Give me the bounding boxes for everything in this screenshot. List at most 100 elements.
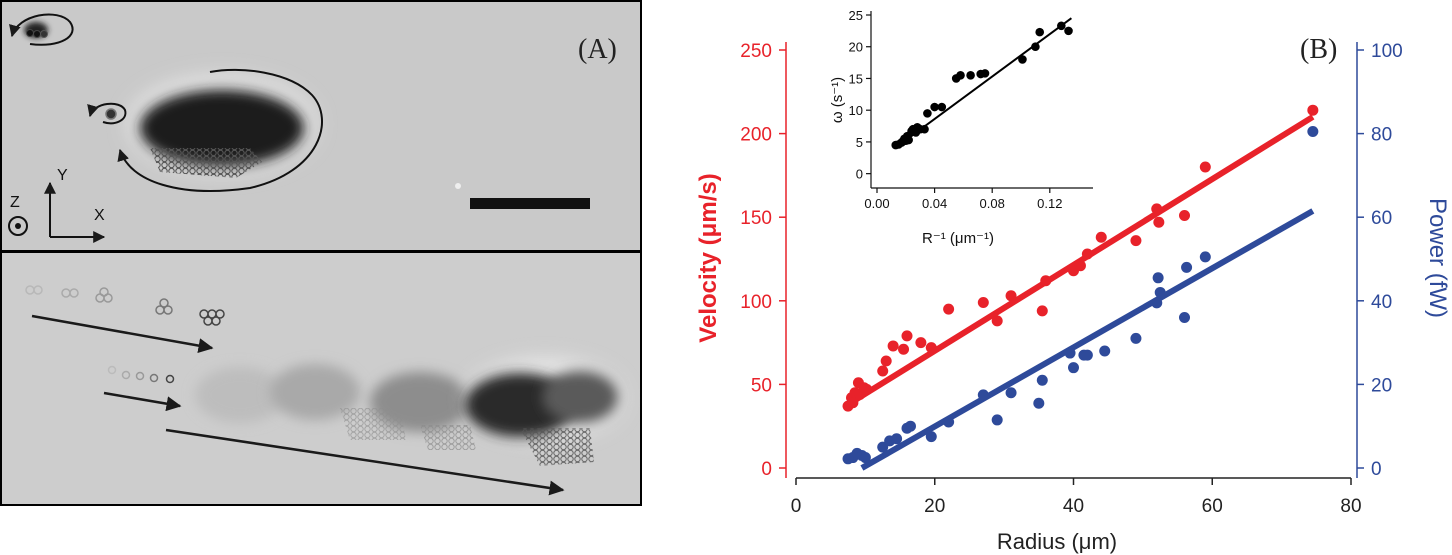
- main-x-tick-label: 60: [1202, 496, 1223, 517]
- power-data-point: [943, 416, 955, 428]
- main-y-tick-label-right: 100: [1371, 41, 1403, 62]
- velocity-data-point: [1074, 260, 1086, 272]
- inset-ylabel: ω (s⁻¹): [829, 77, 846, 123]
- omega-data-point: [1035, 27, 1045, 37]
- omega-data-point: [937, 102, 947, 112]
- velocity-data-point: [847, 397, 859, 409]
- omega-data-point: [980, 69, 990, 78]
- velocity-data-point: [943, 303, 955, 315]
- velocity-data-point: [887, 340, 899, 352]
- power-data-point: [977, 389, 989, 401]
- main-x-tick-label: 80: [1340, 496, 1361, 517]
- power-data-point: [1307, 126, 1319, 138]
- power-data-point: [1199, 251, 1211, 263]
- velocity-data-point: [1153, 216, 1165, 228]
- motion-arrows: [31, 314, 565, 496]
- velocity-data-point: [1095, 231, 1107, 243]
- velocity-data-point: [991, 315, 1003, 327]
- power-data-point: [1081, 349, 1093, 361]
- omega-data-point: [1064, 26, 1073, 36]
- velocity-data-point: [877, 365, 889, 377]
- power-data-point: [1033, 397, 1045, 409]
- inset-x-tick-label: 0.00: [864, 196, 889, 211]
- velocity-data-point: [1151, 203, 1163, 215]
- axis-x-label: X: [94, 207, 105, 224]
- velocity-data-point: [977, 296, 989, 308]
- omega-data-point: [1031, 42, 1040, 52]
- power-data-point: [1064, 347, 1076, 359]
- velocity-data-point: [915, 337, 927, 349]
- power-data-point: [1154, 286, 1166, 298]
- power-data-point: [1181, 261, 1193, 273]
- inset-plot: ω (s⁻¹) R⁻¹ (μm⁻¹) 0.00 0.04 0.08 0.12 0 5 10 1…: [829, 8, 1101, 247]
- velocity-data-point: [1036, 305, 1048, 317]
- velocity-data-point: [898, 343, 910, 355]
- main-y-tick-label-left: 250: [740, 41, 772, 62]
- axis-triad: Z Y X: [8, 167, 106, 243]
- main-x-tick-label: 20: [924, 496, 945, 517]
- axis-y-label: Y: [57, 167, 68, 184]
- velocity-data-point: [925, 342, 937, 354]
- inset-background: [871, 8, 1101, 198]
- inset-y-tick-label: 10: [849, 103, 863, 118]
- power-data-point: [925, 431, 937, 443]
- omega-data-point: [966, 70, 975, 80]
- omega-data-point: [1018, 55, 1027, 64]
- omega-data-point: [956, 70, 965, 80]
- velocity-data-point: [1130, 235, 1142, 247]
- inset-y-tick-label: 15: [849, 71, 863, 86]
- power-data-point: [1099, 345, 1111, 357]
- inset-xlabel: R⁻¹ (μm⁻¹): [922, 230, 994, 247]
- small-rotor-cluster: [9, 13, 74, 46]
- velocity-data-point: [1005, 290, 1017, 302]
- inset-x-tick-label: 0.12: [1037, 196, 1062, 211]
- omega-data-point: [923, 109, 932, 118]
- translating-rotors: [25, 285, 623, 466]
- power-data-point: [1068, 362, 1079, 374]
- main-y-tick-label-right: 20: [1371, 375, 1392, 396]
- power-data-point: [891, 433, 903, 445]
- main-y-tick-label-left: 100: [740, 292, 772, 313]
- power-fit-line: [860, 208, 1315, 471]
- omega-data-point: [1057, 21, 1066, 31]
- velocity-data-point: [1040, 275, 1052, 287]
- inset-y-tick-label: 5: [856, 135, 863, 150]
- main-y-tick-label-right: 80: [1371, 125, 1392, 146]
- power-data-point: [991, 414, 1003, 426]
- main-plot: Velocity (μm/s) Power (fW) Radius (μm) 0…: [695, 41, 1451, 554]
- main-y-tick-label-left: 150: [740, 208, 772, 229]
- inset-x-tick-label: 0.04: [922, 196, 947, 211]
- power-data-point: [1152, 272, 1164, 284]
- panel-a-label: (A): [578, 34, 617, 65]
- velocity-data-point: [901, 330, 913, 342]
- panel-b-chart: (B) Velocity (μm/s) Power (fW) Radius (μ…: [695, 8, 1451, 554]
- main-ylabel-right: Power (fW): [1424, 198, 1451, 318]
- large-rotor: [117, 68, 323, 192]
- panel-b-label: (B): [1300, 34, 1337, 65]
- main-x-tick-label: 0: [791, 496, 802, 517]
- power-data-point: [1005, 387, 1017, 399]
- power-data-point: [1179, 312, 1190, 324]
- main-y-tick-label-left: 200: [740, 125, 772, 146]
- omega-data-point: [930, 102, 939, 112]
- main-y-tick-label-right: 40: [1371, 292, 1392, 313]
- power-data-point: [1151, 297, 1163, 309]
- main-y-tick-label-left: 0: [761, 459, 772, 480]
- inset-x-tick-label: 0.08: [980, 196, 1005, 211]
- velocity-data-point: [880, 355, 892, 367]
- power-data-point: [859, 452, 871, 464]
- main-y-tick-label-right: 0: [1371, 459, 1382, 480]
- main-xlabel: Radius (μm): [997, 529, 1117, 554]
- power-data-point: [1130, 332, 1142, 344]
- main-y-tick-label-left: 50: [751, 375, 772, 396]
- panel-a-micrographs: (A) Z Y X: [0, 0, 642, 506]
- velocity-data-point: [861, 383, 873, 395]
- velocity-data-point: [1307, 104, 1319, 116]
- scale-bar: [470, 198, 590, 209]
- inset-y-tick-label: 0: [856, 167, 863, 182]
- velocity-data-point: [1081, 248, 1093, 260]
- omega-data-point: [920, 124, 929, 134]
- velocity-data-point: [1179, 210, 1190, 222]
- velocity-data-point: [1199, 161, 1211, 173]
- main-y-tick-label-right: 60: [1371, 208, 1392, 229]
